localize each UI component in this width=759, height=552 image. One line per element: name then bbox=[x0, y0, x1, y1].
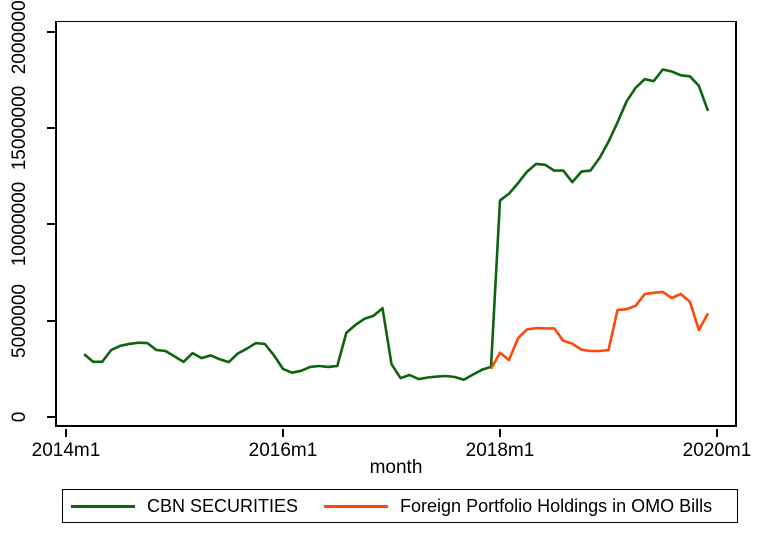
series-line-0 bbox=[83, 68, 710, 382]
legend-label-cbn-securities: CBN SECURITIES bbox=[147, 495, 299, 516]
y-axis-tick bbox=[47, 223, 55, 225]
x-tick-label: 2016m1 bbox=[248, 440, 318, 461]
x-axis-tick bbox=[716, 429, 718, 437]
x-axis-title: month bbox=[369, 457, 423, 478]
legend-line-sample-cbn-securities bbox=[71, 504, 135, 508]
x-tick-label: 2014m1 bbox=[31, 440, 101, 461]
x-axis-tick bbox=[65, 429, 67, 437]
y-axis-tick bbox=[47, 416, 55, 418]
x-tick-label: 2020m1 bbox=[682, 440, 752, 461]
x-tick-label: 2018m1 bbox=[465, 440, 535, 461]
x-axis-tick bbox=[282, 429, 284, 437]
y-axis-tick bbox=[47, 127, 55, 129]
legend-label-foreign-portfolio: Foreign Portfolio Holdings in OMO Bills bbox=[400, 495, 713, 516]
plot-canvas bbox=[83, 68, 710, 382]
legend-line-sample-foreign-portfolio bbox=[324, 504, 389, 508]
legend: CBN SECURITIES Foreign Portfolio Holding… bbox=[62, 489, 738, 523]
series-line-1 bbox=[489, 290, 710, 370]
y-axis-tick bbox=[47, 31, 55, 33]
x-axis-tick bbox=[499, 429, 501, 437]
plot-area bbox=[55, 21, 737, 427]
y-axis-tick bbox=[47, 320, 55, 322]
